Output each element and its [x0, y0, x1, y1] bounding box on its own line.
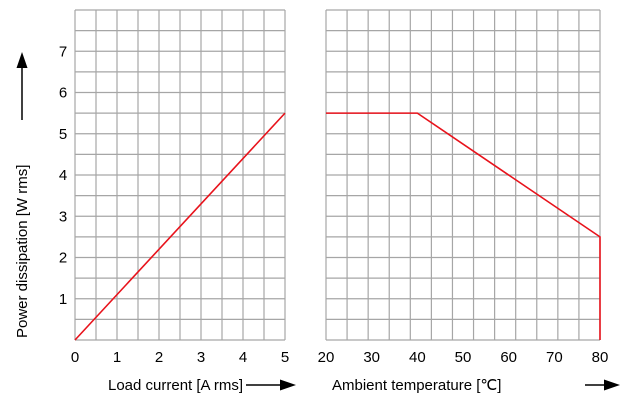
y-tick-label: 4 [59, 167, 67, 184]
x-axis-arrow-icon-left [246, 379, 296, 391]
x-tick-label: 1 [113, 349, 121, 366]
series-line-ambient-temperature [326, 112, 601, 340]
y-axis-arrow-icon [16, 52, 28, 120]
x-tick-label: 50 [455, 349, 472, 366]
x-axis-arrow-icon-right [585, 379, 620, 391]
x-axis-label-load-current: Load current [A rms] [108, 377, 243, 394]
y-tick-label: 1 [59, 291, 67, 308]
x-tick-label: 3 [197, 349, 205, 366]
grid-right [325, 9, 601, 341]
x-tick-label: 2 [155, 349, 163, 366]
series-line-load-current [74, 112, 286, 341]
x-tick-label: 20 [318, 349, 335, 366]
y-tick-label: 5 [59, 126, 67, 143]
series-lines [74, 112, 601, 341]
x-tick-label: 70 [546, 349, 563, 366]
y-tick-label: 7 [59, 43, 67, 60]
x-tick-label: 5 [281, 349, 289, 366]
x-axis-label-ambient-temperature: Ambient temperature [℃] [332, 377, 501, 394]
y-tick-label: 6 [59, 85, 67, 102]
y-tick-label: 3 [59, 208, 67, 225]
x-tick-label: 40 [409, 349, 426, 366]
grid-left [74, 9, 286, 341]
x-tick-label: 60 [500, 349, 517, 366]
y-tick-label: 2 [59, 250, 67, 267]
x-tick-label: 30 [363, 349, 380, 366]
x-tick-label: 80 [592, 349, 609, 366]
x-tick-label: 4 [239, 349, 247, 366]
x-tick-label: 0 [71, 349, 79, 366]
y-axis-label: Power dissipation [W rms] [14, 165, 31, 338]
tick-labels: 0 1 2 3 4 5 1 2 3 4 5 6 7 20 30 40 50 60 70 80 [59, 43, 609, 366]
